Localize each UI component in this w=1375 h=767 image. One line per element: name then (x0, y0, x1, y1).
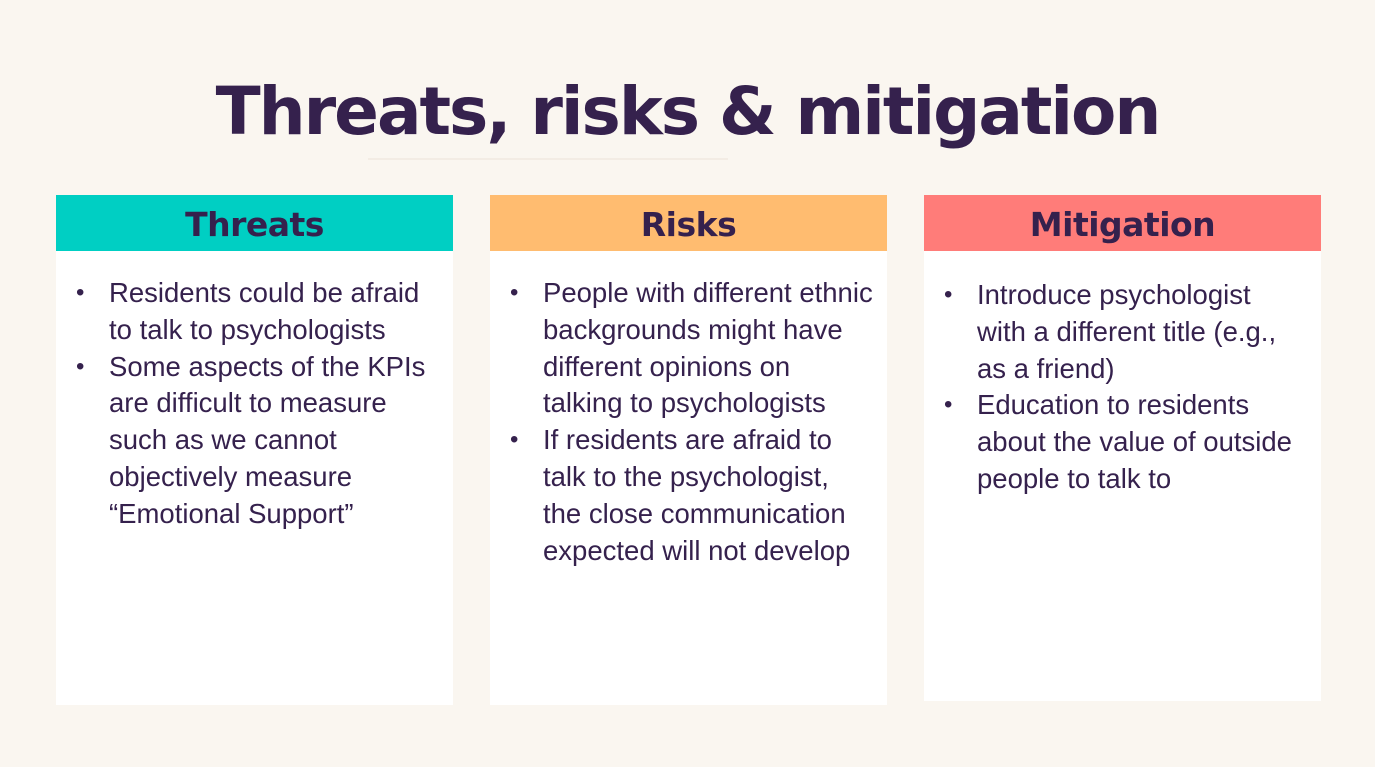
risks-list: People with different ethnic backgrounds… (510, 275, 873, 569)
risks-item: People with different ethnic backgrounds… (510, 275, 873, 422)
threats-item: Some aspects of the KPIs are difficult t… (76, 349, 439, 533)
threats-item: Residents could be afraid to talk to psy… (76, 275, 439, 349)
mitigation-card: Mitigation Introduce psychologist with a… (924, 195, 1321, 701)
title-underline (368, 158, 728, 160)
threats-header: Threats (56, 195, 453, 251)
mitigation-list: Introduce psychologist with a different … (944, 277, 1307, 498)
mitigation-header: Mitigation (924, 195, 1321, 251)
threats-card: Threats Residents could be afraid to tal… (56, 195, 453, 705)
mitigation-item: Introduce psychologist with a different … (944, 277, 1307, 387)
risks-card: Risks People with different ethnic backg… (490, 195, 887, 705)
threats-list: Residents could be afraid to talk to psy… (76, 275, 439, 533)
mitigation-item: Education to residents about the value o… (944, 387, 1307, 497)
threats-body: Residents could be afraid to talk to psy… (56, 251, 453, 533)
risks-item: If residents are afraid to talk to the p… (510, 422, 873, 569)
risks-body: People with different ethnic backgrounds… (490, 251, 887, 569)
risks-header: Risks (490, 195, 887, 251)
slide-title: Threats, risks & mitigation (215, 73, 1162, 150)
mitigation-body: Introduce psychologist with a different … (924, 251, 1321, 498)
